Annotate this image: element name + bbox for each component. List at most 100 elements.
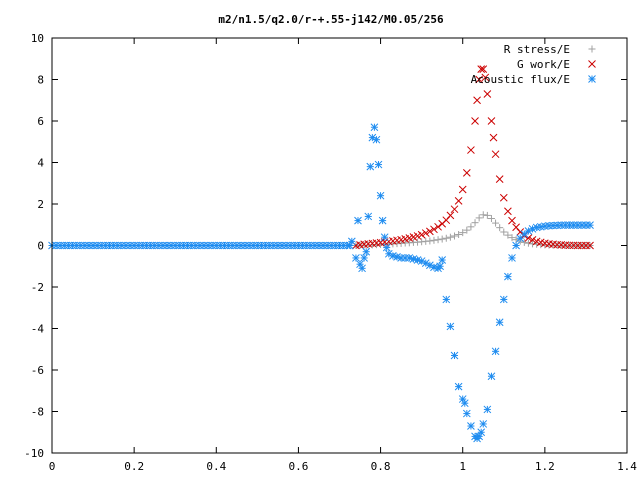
data-point — [446, 233, 454, 241]
data-point — [450, 205, 459, 214]
data-point — [364, 212, 373, 221]
data-point — [499, 295, 508, 304]
data-point — [454, 382, 463, 391]
data-point — [380, 233, 389, 242]
y-tick-label: -6 — [31, 364, 44, 377]
legend-marker — [588, 45, 596, 53]
axis-tick-labels: 0 0.2 0.4 0.6 0.8 1 1.2 1.4 10 8 6 4 2 0 -2 -4 -6 -8 -10 — [24, 32, 637, 473]
data-point — [504, 272, 512, 281]
data-point — [382, 243, 391, 252]
data-point — [483, 90, 492, 98]
data-point — [451, 232, 458, 240]
legend-label: G work/E — [517, 58, 570, 71]
data-point — [487, 117, 496, 125]
data-point — [477, 65, 486, 73]
data-point — [487, 215, 495, 223]
y-tick-label: 2 — [37, 198, 44, 211]
plot-frame — [51, 37, 628, 454]
data-point — [455, 231, 463, 239]
data-point — [421, 229, 430, 237]
data-point — [475, 75, 483, 84]
data-point — [454, 197, 463, 205]
data-point — [499, 193, 508, 202]
data-point — [491, 347, 500, 356]
y-tick-label: -10 — [24, 447, 44, 460]
y-tick-label: 10 — [31, 32, 44, 45]
data-point — [430, 225, 438, 234]
data-point — [370, 123, 379, 132]
data-point — [366, 162, 375, 171]
data-point — [491, 150, 500, 159]
series-0 — [352, 211, 594, 249]
data-point — [528, 236, 537, 244]
data-point — [487, 372, 496, 381]
data-point — [500, 228, 508, 236]
data-point — [586, 221, 594, 230]
chart-title: m2/n1.5/q2.0/r-+.55-j142/M0.05/256 — [218, 13, 444, 26]
data-point — [446, 211, 455, 220]
data-point — [471, 219, 479, 227]
y-tick-label: -2 — [31, 281, 44, 294]
data-point — [479, 65, 488, 73]
data-point — [508, 234, 516, 242]
y-tick-label: 6 — [37, 115, 44, 128]
data-point — [467, 146, 475, 154]
data-point — [358, 264, 366, 273]
data-point — [459, 229, 467, 237]
data-point — [462, 409, 471, 418]
x-tick-label: 1.4 — [617, 460, 637, 473]
legend-marker — [588, 60, 596, 68]
data-point — [376, 191, 385, 200]
data-point — [434, 222, 442, 231]
data-point — [524, 239, 532, 247]
legend: R stress/E G work/E Acoustic flux/E — [471, 43, 596, 86]
data-point — [372, 135, 381, 144]
data-point — [483, 211, 491, 219]
data-point — [495, 318, 504, 327]
y-tick-label: 4 — [37, 157, 44, 170]
data-point — [520, 238, 528, 246]
x-tick-label: 0.6 — [288, 460, 308, 473]
x-tick-label: 0.4 — [206, 460, 226, 473]
plot-marks — [48, 65, 594, 443]
data-point — [528, 225, 537, 233]
series-1 — [352, 65, 594, 250]
data-point — [442, 234, 450, 242]
data-point — [471, 117, 479, 125]
y-tick-label: 8 — [37, 74, 44, 87]
data-point — [354, 216, 362, 225]
data-point — [512, 241, 520, 250]
data-point — [475, 214, 483, 222]
data-point — [481, 73, 490, 82]
data-point — [586, 241, 594, 250]
data-point — [434, 236, 442, 244]
data-point — [347, 237, 356, 246]
data-point — [489, 133, 498, 142]
data-point — [508, 216, 516, 225]
x-tick-label: 1.2 — [535, 460, 555, 473]
data-point — [504, 207, 512, 216]
data-point — [504, 231, 512, 239]
x-tick-label: 0.8 — [371, 460, 391, 473]
data-point — [438, 256, 447, 264]
x-tick-label: 0.2 — [124, 460, 144, 473]
y-tick-label: -8 — [31, 406, 44, 419]
data-point — [473, 96, 481, 105]
data-point — [496, 224, 504, 232]
y-tick-label: -4 — [31, 323, 45, 336]
data-point — [374, 160, 383, 169]
data-point — [446, 322, 455, 331]
data-point — [495, 175, 504, 183]
data-point — [458, 185, 467, 194]
data-point — [477, 428, 486, 437]
data-point — [462, 169, 471, 177]
data-point — [417, 230, 426, 239]
legend-marker — [588, 75, 596, 83]
data-point — [426, 227, 434, 236]
data-point — [483, 405, 492, 414]
data-point — [467, 422, 475, 430]
data-point — [460, 399, 469, 408]
data-point — [352, 254, 360, 262]
series-2 — [48, 123, 594, 443]
